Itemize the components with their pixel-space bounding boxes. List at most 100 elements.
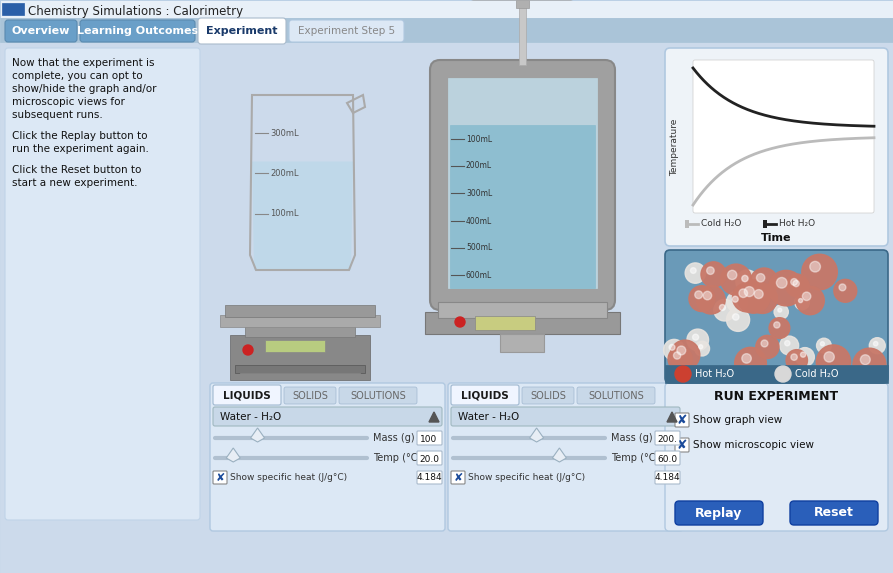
Text: Temp (°C): Temp (°C): [611, 453, 659, 463]
Text: Click the Replay button to: Click the Replay button to: [12, 131, 147, 141]
Circle shape: [768, 270, 804, 306]
Text: Show graph view: Show graph view: [693, 415, 782, 425]
FancyBboxPatch shape: [665, 48, 888, 246]
Circle shape: [802, 292, 811, 301]
Polygon shape: [226, 448, 240, 462]
Text: start a new experiment.: start a new experiment.: [12, 178, 138, 188]
Text: Experiment Step 5: Experiment Step 5: [298, 26, 395, 36]
Circle shape: [774, 305, 789, 319]
Text: complete, you can opt to: complete, you can opt to: [12, 71, 143, 81]
FancyBboxPatch shape: [417, 451, 442, 465]
Circle shape: [721, 264, 752, 295]
Circle shape: [791, 354, 797, 360]
Circle shape: [755, 335, 779, 359]
Text: SOLIDS: SOLIDS: [530, 391, 566, 401]
FancyBboxPatch shape: [655, 471, 680, 484]
Text: 4.184: 4.184: [655, 473, 680, 482]
Circle shape: [780, 336, 798, 355]
Bar: [230, 335, 370, 380]
Circle shape: [795, 295, 809, 310]
Circle shape: [671, 340, 700, 370]
Circle shape: [243, 345, 253, 355]
Circle shape: [737, 280, 770, 313]
Polygon shape: [553, 448, 566, 462]
Text: Mass (g): Mass (g): [611, 433, 653, 443]
Circle shape: [789, 276, 809, 297]
FancyBboxPatch shape: [339, 387, 417, 404]
Circle shape: [816, 338, 831, 353]
FancyBboxPatch shape: [665, 383, 888, 531]
Text: run the experiment again.: run the experiment again.: [12, 144, 149, 154]
Circle shape: [742, 276, 748, 282]
Text: Now that the experiment is: Now that the experiment is: [12, 58, 154, 68]
FancyBboxPatch shape: [675, 501, 763, 525]
Text: RUN EXPERIMENT: RUN EXPERIMENT: [714, 391, 839, 403]
Text: ✘: ✘: [454, 473, 463, 483]
FancyBboxPatch shape: [284, 387, 336, 404]
Circle shape: [687, 329, 708, 351]
Circle shape: [695, 342, 710, 356]
Circle shape: [786, 274, 808, 297]
Bar: [448, 78, 597, 288]
Circle shape: [697, 285, 725, 314]
Circle shape: [677, 346, 686, 355]
FancyBboxPatch shape: [210, 383, 445, 531]
Circle shape: [798, 299, 803, 303]
Text: Temp (°C): Temp (°C): [373, 453, 421, 463]
Text: Click the Reset button to: Click the Reset button to: [12, 165, 141, 175]
Text: ✘: ✘: [215, 473, 225, 483]
Text: Mass (g): Mass (g): [373, 433, 414, 443]
Text: 200mL: 200mL: [466, 162, 492, 171]
Circle shape: [690, 268, 697, 273]
Circle shape: [747, 284, 777, 313]
FancyBboxPatch shape: [522, 387, 574, 404]
Circle shape: [755, 289, 764, 299]
FancyBboxPatch shape: [448, 383, 683, 531]
Circle shape: [727, 291, 748, 312]
Circle shape: [786, 350, 807, 371]
Text: ✘: ✘: [677, 438, 688, 452]
Polygon shape: [429, 412, 439, 422]
Circle shape: [869, 337, 885, 354]
Text: LIQUIDS: LIQUIDS: [461, 390, 509, 400]
FancyBboxPatch shape: [675, 413, 689, 427]
Text: 20.0: 20.0: [419, 454, 439, 464]
Circle shape: [693, 334, 698, 340]
Text: ✘: ✘: [677, 414, 688, 426]
Circle shape: [816, 345, 851, 379]
Circle shape: [689, 286, 714, 312]
Text: Show specific heat (J/g°C): Show specific heat (J/g°C): [468, 473, 585, 482]
Circle shape: [810, 261, 821, 272]
Circle shape: [728, 270, 737, 280]
Bar: [450, 125, 595, 288]
Circle shape: [824, 352, 834, 362]
Text: 500mL: 500mL: [466, 244, 492, 253]
Circle shape: [673, 352, 680, 359]
Bar: [438, 302, 607, 318]
Circle shape: [720, 304, 725, 311]
FancyBboxPatch shape: [5, 20, 77, 42]
Bar: [763, 220, 767, 228]
Circle shape: [714, 300, 735, 321]
Circle shape: [839, 284, 846, 291]
Circle shape: [796, 348, 814, 366]
FancyBboxPatch shape: [213, 471, 227, 484]
Text: 4.184: 4.184: [416, 473, 442, 482]
Text: Cold H₂O: Cold H₂O: [795, 369, 839, 379]
Text: 100mL: 100mL: [270, 210, 298, 218]
FancyBboxPatch shape: [665, 250, 888, 383]
Circle shape: [703, 291, 712, 300]
Bar: [475, 316, 535, 330]
Circle shape: [775, 366, 791, 382]
Text: show/hide the graph and/or: show/hide the graph and/or: [12, 84, 156, 94]
Bar: [220, 315, 380, 327]
Text: Learning Outcomes: Learning Outcomes: [77, 26, 198, 36]
Text: 100: 100: [421, 434, 438, 444]
Circle shape: [668, 347, 692, 371]
FancyBboxPatch shape: [451, 385, 519, 405]
Polygon shape: [667, 412, 677, 422]
FancyBboxPatch shape: [451, 407, 680, 426]
Circle shape: [735, 347, 766, 379]
Bar: [516, 0, 529, 8]
Circle shape: [785, 340, 790, 346]
